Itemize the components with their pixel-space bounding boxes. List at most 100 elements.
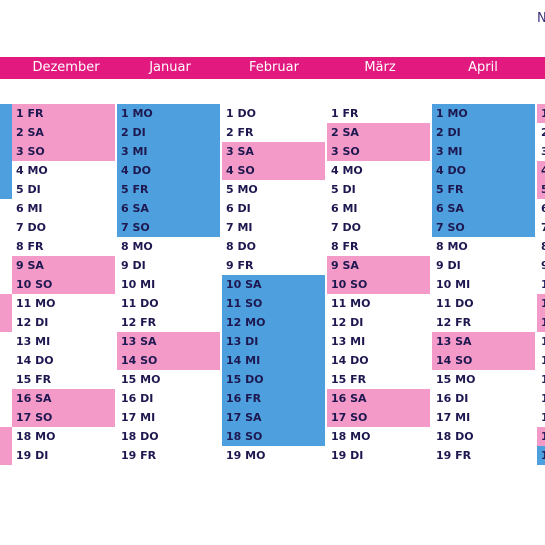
day-cell: 4 SO [222,161,325,180]
day-cell: 9 [541,259,545,272]
day-cell: 6 DI [226,202,251,215]
day-cell: 8 MO [436,240,468,253]
day-cell: 15 DO [222,370,325,389]
day-cell: 10 MI [436,278,471,291]
day-cell: 8 MO [121,240,153,253]
day-cell: 18 MO [16,430,56,443]
day-cell: 9 FR [226,259,254,272]
day-cell: 2 FR [226,126,254,139]
day-cell: 1 MO [432,104,535,123]
day-cell: 17 SO [327,408,430,427]
day-cell: 13 SA [117,332,220,351]
day-cell: 8 FR [16,240,44,253]
day-cell: 12 DI [331,316,364,329]
day-cell: 9 DI [436,259,461,272]
prev-month-strip [0,104,12,123]
day-cell: 18 DO [121,430,159,443]
day-cell: 8 FR [331,240,359,253]
day-cell: 14 DO [16,354,54,367]
day-cell: 6 SA [432,199,535,218]
day-cell: 5 MO [226,183,258,196]
day-cell: 12 DI [16,316,49,329]
day-cell: 17 SA [222,408,325,427]
day-cell: 4 MO [331,164,363,177]
day-cell: 10 MI [121,278,156,291]
day-cell: 17 MI [436,411,471,424]
day-cell: 12 FR [121,316,157,329]
day-cell: 7 SO [117,218,220,237]
day-cell: 9 SA [12,256,115,275]
day-cell: 15 FR [331,373,367,386]
day-cell: 14 SO [117,351,220,370]
day-cell: 3 MI [432,142,535,161]
month-label: Februar [249,60,299,75]
day-cell: 1 [537,294,545,313]
day-cell: 16 DI [121,392,154,405]
day-cell: 3 MI [117,142,220,161]
day-cell: 18 MO [331,430,371,443]
day-cell: 14 DO [331,354,369,367]
prev-month-strip [0,313,12,332]
day-cell: 1 [541,392,545,405]
day-cell: 4 DO [117,161,220,180]
day-cell: 4 DO [432,161,535,180]
day-cell: 19 FR [121,449,157,462]
prev-month-strip [0,123,12,142]
day-cell: 13 MI [331,335,366,348]
prev-month-strip [0,427,12,446]
day-cell: 19 DI [16,449,49,462]
day-cell: 10 SO [12,275,115,294]
day-cell: 6 MI [331,202,358,215]
prev-month-strip [0,161,12,180]
day-cell: 6 MI [16,202,43,215]
day-cell: 3 SO [12,142,115,161]
day-cell: 16 SA [327,389,430,408]
day-cell: 2 [541,126,545,139]
day-cell: 14 MI [222,351,325,370]
day-cell: 11 DO [121,297,159,310]
day-cell: 10 SA [222,275,325,294]
day-cell: 1 [541,411,545,424]
day-cell: 12 MO [222,313,325,332]
day-cell: 6 SA [117,199,220,218]
day-cell: 7 DO [331,221,361,234]
day-cell: 18 DO [436,430,474,443]
day-cell: 19 FR [436,449,472,462]
day-cell: 5 [537,180,545,199]
day-cell: 11 DO [436,297,474,310]
day-cell: 13 DI [222,332,325,351]
day-cell: 2 DI [117,123,220,142]
prev-month-strip [0,180,12,199]
day-cell: 8 DO [226,240,256,253]
day-cell: 15 MO [121,373,161,386]
day-cell: 1 [537,427,545,446]
month-label: März [364,60,396,75]
day-cell: 17 SO [12,408,115,427]
day-cell: 11 SO [222,294,325,313]
month-label: Januar [149,60,191,75]
day-cell: 1 [537,313,545,332]
day-cell: 1 [541,354,545,367]
day-cell: 10 SO [327,275,430,294]
day-cell: 4 MO [16,164,48,177]
month-header-partial: N [537,11,545,26]
day-cell: 1 FR [331,107,359,120]
day-cell: 3 SO [327,142,430,161]
day-cell: 19 DI [331,449,364,462]
day-cell: 16 DI [436,392,469,405]
day-cell: 6 [541,202,545,215]
day-cell: 3 SA [222,142,325,161]
day-cell: 5 FR [117,180,220,199]
month-label: April [468,60,498,75]
prev-month-strip [0,294,12,313]
day-cell: 15 MO [436,373,476,386]
day-cell: 1 MO [117,104,220,123]
day-cell: 2 SA [327,123,430,142]
day-cell: 5 DI [16,183,41,196]
day-cell: 14 SO [432,351,535,370]
day-cell: 2 DI [432,123,535,142]
day-cell: 9 SA [327,256,430,275]
day-cell: 1 [541,278,545,291]
day-cell: 13 MI [16,335,51,348]
day-cell: 7 DO [16,221,46,234]
